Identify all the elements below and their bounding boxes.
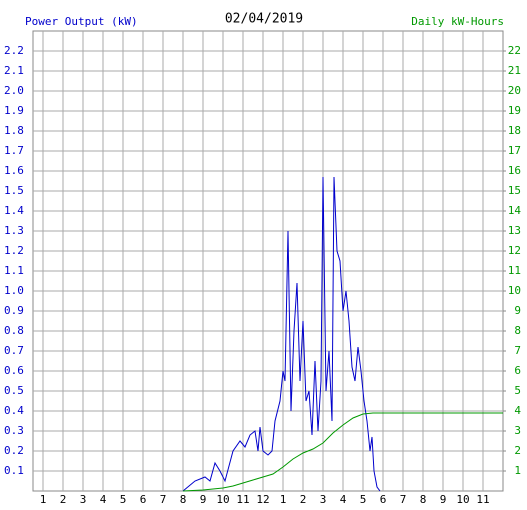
x-tick-label: 5 [120,493,127,506]
y-tick-label: 0.4 [4,404,24,417]
x-tick-label: 2 [60,493,67,506]
x-tick-label: 10 [456,493,469,506]
y2-tick-label: 11 [508,264,521,277]
x-tick-label: 3 [80,493,87,506]
y-tick-label: 1.9 [4,104,24,117]
chart-title: 02/04/2019 [225,12,303,27]
y-tick-label: 0.9 [4,304,24,317]
x-tick-label: 11 [476,493,489,506]
y2-tick-label: 19 [508,104,521,117]
y2-tick-label: 12 [508,244,521,257]
x-tick-label: 3 [320,493,327,506]
y-tick-label: 1.1 [4,264,24,277]
y-tick-label: 0.3 [4,424,24,437]
x-tick-label: 5 [360,493,367,506]
x-tick-label: 8 [420,493,427,506]
x-tick-label: 7 [400,493,407,506]
x-tick-label: 1 [40,493,47,506]
x-tick-label: 6 [140,493,147,506]
y-tick-label: 1.0 [4,284,24,297]
y2-tick-label: 6 [514,364,521,377]
y2-tick-label: 16 [508,164,521,177]
y2-tick-label: 5 [514,384,521,397]
x-tick-label: 9 [440,493,447,506]
y2-tick-label: 22 [508,44,521,57]
y2-tick-label: 1 [514,464,521,477]
y-tick-label: 0.5 [4,384,24,397]
x-tick-label: 7 [160,493,167,506]
x-tick-label: 11 [236,493,249,506]
x-tick-label: 4 [100,493,107,506]
x-tick-label: 6 [380,493,387,506]
y2-tick-label: 21 [508,64,521,77]
series-line [182,412,503,492]
y-tick-label: 1.7 [4,144,24,157]
y2-tick-label: 15 [508,184,521,197]
x-tick-label: 2 [300,493,307,506]
y-axis-label: Power Output (kW) [25,15,138,28]
x-tick-label: 4 [340,493,347,506]
series-line [182,176,381,492]
y2-tick-label: 7 [514,344,521,357]
x-tick-label: 12 [256,493,269,506]
y-tick-label: 2.0 [4,84,24,97]
y2-tick-label: 4 [514,404,521,417]
y-tick-label: 1.8 [4,124,24,137]
y2-axis-label: Daily kW-Hours [411,15,504,28]
y-tick-label: 1.6 [4,164,24,177]
y-tick-label: 1.3 [4,224,24,237]
y2-tick-label: 14 [508,204,522,217]
y-tick-label: 0.8 [4,324,24,337]
y-tick-label: 1.4 [4,204,24,217]
y-tick-label: 0.2 [4,444,24,457]
y-tick-label: 2.2 [4,44,24,57]
x-tick-label: 10 [216,493,229,506]
y-tick-label: 1.2 [4,244,24,257]
plot-area [32,30,504,492]
y-tick-label: 0.7 [4,344,24,357]
y-tick-label: 0.6 [4,364,24,377]
y2-tick-label: 3 [514,424,521,437]
y-tick-label: 0.1 [4,464,24,477]
y2-tick-label: 10 [508,284,521,297]
x-tick-label: 9 [200,493,207,506]
y2-tick-label: 18 [508,124,521,137]
y-tick-label: 1.5 [4,184,24,197]
x-tick-label: 8 [180,493,187,506]
y2-tick-label: 9 [514,304,521,317]
x-tick-label: 1 [280,493,287,506]
y2-tick-label: 17 [508,144,521,157]
y2-tick-label: 8 [514,324,521,337]
y2-tick-label: 20 [508,84,521,97]
y2-tick-label: 2 [514,444,521,457]
y-tick-label: 2.1 [4,64,24,77]
y2-tick-label: 13 [508,224,521,237]
